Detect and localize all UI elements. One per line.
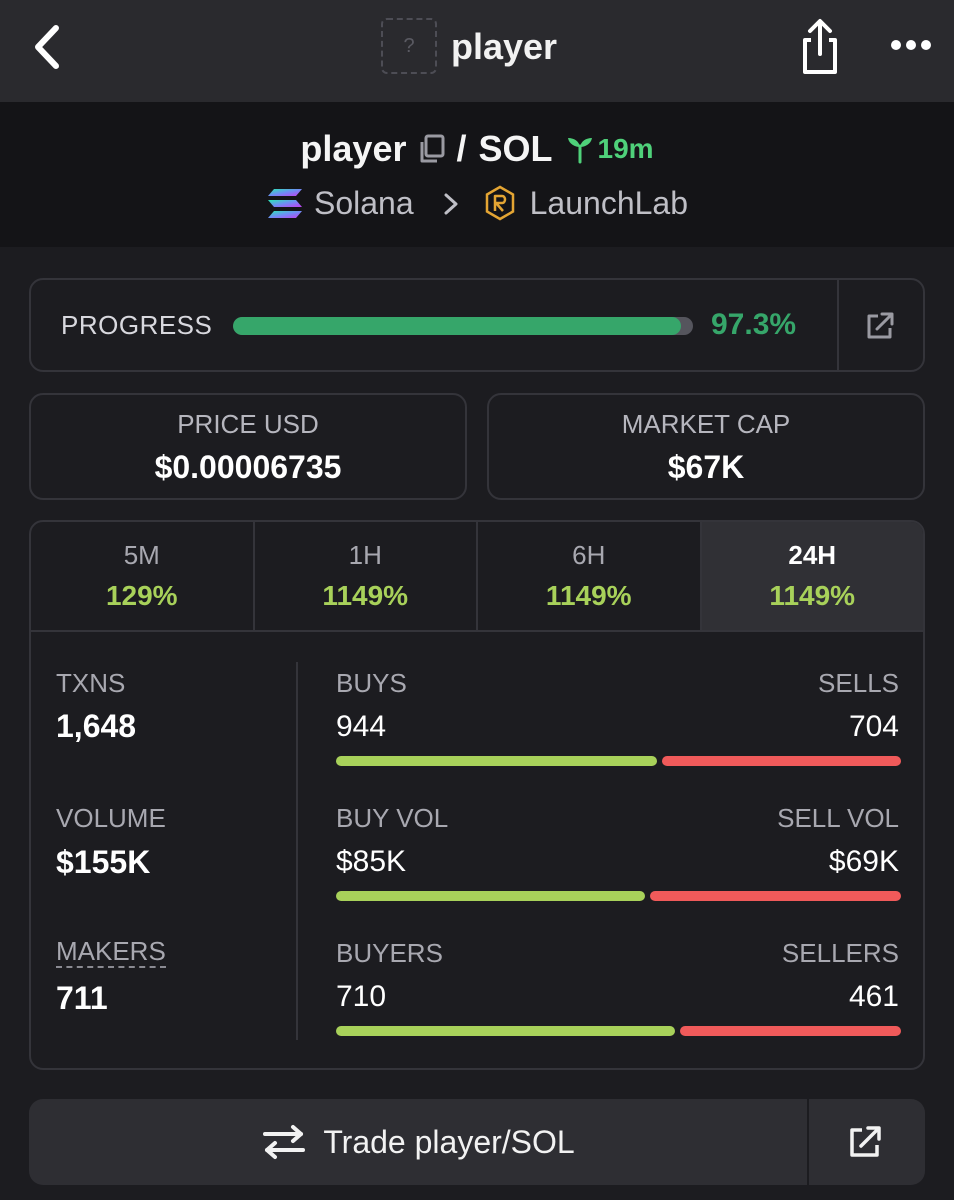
volume-value: $155K: [56, 844, 151, 880]
progress-bar-fill: [233, 317, 681, 335]
tab-label: 5M: [123, 540, 160, 570]
trade-button-label: Trade player/SOL: [323, 1123, 575, 1160]
back-arrow-icon[interactable]: [28, 22, 68, 72]
buy-portion: [336, 891, 645, 901]
trade-bar: Trade player/SOL: [29, 1099, 925, 1185]
tab-6h[interactable]: 6H 1149%: [478, 522, 702, 630]
sell-vol-label: SELL VOL: [777, 803, 899, 833]
chain-name[interactable]: Solana: [313, 184, 414, 221]
progress-bar: [233, 317, 693, 335]
chain-breadcrumb: Solana LaunchLab: [0, 180, 954, 226]
token-thumbnail: ?: [381, 18, 437, 74]
external-link-icon[interactable]: [864, 310, 896, 342]
buy-vol-value: $85K: [336, 845, 407, 878]
token-thumbnail-placeholder: ?: [403, 34, 415, 57]
page-title: player: [451, 26, 558, 67]
pair-age: 19m: [597, 133, 654, 164]
sells-value: 704: [848, 710, 899, 743]
share-icon[interactable]: [795, 18, 845, 76]
buys-sells-bar: [336, 756, 901, 766]
tab-label: 6H: [572, 540, 606, 570]
external-link-icon[interactable]: [847, 1124, 883, 1160]
tab-change: 1149%: [769, 580, 856, 611]
tab-1h[interactable]: 1H 1149%: [255, 522, 478, 630]
buyers-value: 710: [336, 980, 387, 1013]
makers-label[interactable]: MAKERS: [56, 936, 166, 968]
top-nav-bar: ? player: [0, 0, 954, 102]
tab-change: 1149%: [322, 580, 409, 611]
pair-row: player / SOL 19m: [0, 124, 954, 174]
txns-value: 1,648: [56, 708, 137, 744]
progress-label: PROGRESS: [61, 310, 213, 340]
tab-24h[interactable]: 24H 1149%: [701, 522, 923, 630]
buyers-sellers-bar: [336, 1026, 901, 1036]
divider: [296, 662, 298, 1040]
pair-quote-symbol: SOL: [478, 128, 553, 169]
txns-label: TXNS: [56, 668, 126, 698]
market-cap-card: MARKET CAP $67K: [487, 393, 925, 500]
more-icon[interactable]: [886, 30, 936, 60]
price-usd-card: PRICE USD $0.00006735: [29, 393, 467, 500]
copy-icon[interactable]: [417, 133, 447, 165]
volume-split-bar: [336, 891, 901, 901]
sellers-value: 461: [848, 980, 899, 1013]
market-cap-value: $67K: [667, 449, 745, 485]
launchlab-logo-icon[interactable]: [484, 185, 516, 221]
buy-portion: [336, 756, 657, 766]
market-cap-label: MARKET CAP: [621, 409, 791, 439]
buyers-label: BUYERS: [336, 938, 443, 968]
makers-value: 711: [56, 980, 108, 1016]
divider: [837, 280, 839, 370]
solana-logo-icon[interactable]: [266, 187, 304, 219]
buys-label: BUYS: [336, 668, 407, 698]
pair-header: player / SOL 19m: [0, 102, 954, 247]
tab-change: 1149%: [545, 580, 632, 611]
buy-portion: [336, 1026, 675, 1036]
pair-separator: /: [456, 128, 467, 169]
sell-portion: [662, 756, 901, 766]
buy-vol-label: BUY VOL: [336, 803, 449, 833]
sell-vol-value: $69K: [828, 845, 899, 878]
tab-change: 129%: [105, 580, 178, 611]
price-usd-value: $0.00006735: [154, 449, 342, 485]
dex-name[interactable]: LaunchLab: [529, 184, 688, 221]
timeframe-tabs: 5M 129% 1H 1149% 6H 1149% 24H 1149%: [31, 522, 923, 632]
swap-arrows-icon: [261, 1124, 307, 1160]
buys-value: 944: [336, 710, 387, 743]
progress-card: PROGRESS 97.3%: [29, 278, 925, 372]
sell-portion: [680, 1026, 901, 1036]
sellers-label: SELLERS: [781, 938, 899, 968]
volume-label: VOLUME: [56, 803, 166, 833]
tab-label: 24H: [788, 540, 837, 570]
tab-label: 1H: [348, 540, 382, 570]
price-usd-label: PRICE USD: [177, 409, 319, 439]
pair-base-symbol: player: [300, 128, 407, 169]
divider: [807, 1099, 809, 1185]
chevron-right-icon: [440, 189, 462, 217]
stats-card: 5M 129% 1H 1149% 6H 1149% 24H 1149% TXNS…: [29, 520, 925, 1070]
sell-portion: [650, 891, 901, 901]
trade-button[interactable]: Trade player/SOL: [29, 1099, 807, 1185]
sells-label: SELLS: [818, 668, 899, 698]
progress-value: 97.3%: [711, 308, 797, 341]
sprout-icon: [565, 134, 595, 164]
tab-5m[interactable]: 5M 129%: [31, 522, 255, 630]
